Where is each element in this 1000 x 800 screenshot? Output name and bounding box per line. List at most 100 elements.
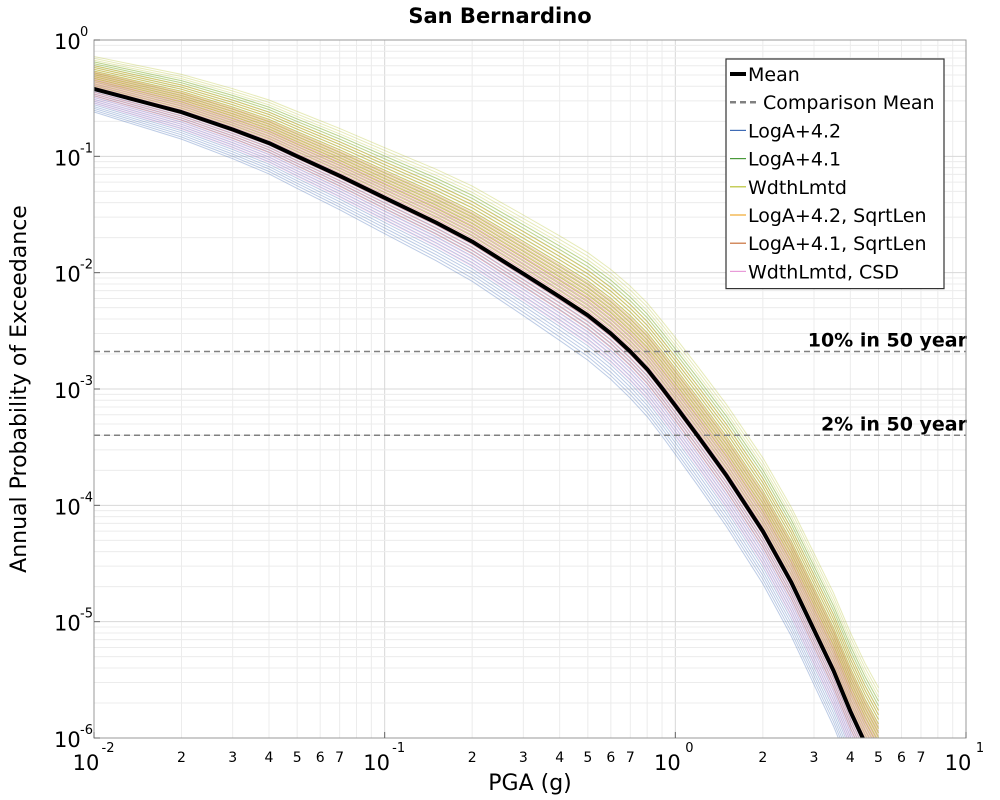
legend-label: LogA+4.1, SqrtLen [748, 233, 927, 255]
series-branch-line [94, 109, 841, 738]
series-branch-line [94, 70, 879, 725]
series-branch-line [94, 71, 879, 727]
x-minor-tick-label: 5 [583, 750, 592, 766]
chart-title: San Bernardino [408, 4, 591, 28]
legend-box [725, 58, 945, 290]
x-major-tick-exponent: 1 [976, 741, 984, 756]
series-band [94, 65, 879, 738]
x-minor-tick-label: 2 [758, 750, 767, 766]
legend-label: WdthLmtd [748, 177, 847, 199]
series-band [94, 61, 879, 738]
legend-entry: Mean [730, 64, 800, 86]
series-branch-line [94, 99, 852, 738]
series-branch-line [94, 70, 879, 725]
x-minor-tick-label: 6 [606, 750, 615, 766]
series-branch-line [94, 102, 848, 738]
series-branch-line [94, 95, 856, 738]
series-branch-line [94, 63, 879, 706]
series-bands [94, 56, 879, 738]
legend-entry: LogA+4.2 [730, 120, 841, 142]
series-branch-line [94, 91, 860, 738]
x-minor-tick-label: 6 [316, 750, 325, 766]
legend-label: Mean [748, 64, 800, 86]
series-branch-line [94, 73, 879, 732]
series-branch-line [94, 85, 867, 738]
mean-line [94, 86, 865, 738]
legend-entry: LogA+4.2, SqrtLen [730, 205, 927, 227]
series-branch-line [94, 59, 879, 698]
series-branch-line [94, 83, 870, 738]
series-branch-line [94, 82, 871, 738]
x-minor-tick-label: 2 [468, 750, 477, 766]
x-minor-tick-label: 6 [897, 750, 906, 766]
series-branch-line [94, 76, 879, 738]
x-major-tick-exponent: -1 [392, 741, 405, 756]
y-major-tick-label: 10 [54, 263, 81, 287]
hazard-label: 2% in 50 year [821, 413, 968, 435]
series-branch-line [94, 65, 879, 711]
series-branch-line [94, 81, 872, 738]
series-branch-line [94, 96, 854, 738]
legend-entry: WdthLmtd, CSD [730, 261, 899, 283]
x-minor-tick-label: 3 [228, 750, 237, 766]
series-branch-line [94, 93, 858, 738]
legend-label: Comparison Mean [763, 92, 935, 114]
series-branch-line [94, 95, 856, 738]
series-branch-line [94, 79, 875, 738]
series-branch-line [94, 65, 879, 711]
series-branch-line [94, 76, 879, 738]
x-major-tick-label: 10 [654, 751, 681, 775]
series-branch-line [94, 66, 879, 715]
series-branch-line [94, 77, 877, 738]
legend-entry: Comparison Mean [730, 92, 935, 114]
x-minor-tick-label: 5 [874, 750, 883, 766]
series-branch-line [94, 79, 875, 738]
series-branch-line [94, 102, 848, 738]
series-branch-line [94, 76, 879, 738]
series-branch-line [94, 97, 854, 738]
series-branch-line [94, 63, 879, 707]
y-major-tick-exponent: -2 [80, 258, 93, 273]
series-branch-line [94, 79, 876, 738]
x-minor-tick-label: 7 [335, 750, 344, 766]
series-branch-line [94, 98, 852, 738]
series-branch-line [94, 79, 875, 738]
x-minor-tick-label: 3 [519, 750, 528, 766]
series-branch-line [94, 85, 868, 738]
series-branch-line [94, 72, 879, 729]
legend-entry: WdthLmtd [730, 177, 847, 199]
series-branch-line [94, 91, 860, 738]
x-minor-tick-label: 7 [626, 750, 635, 766]
x-major-tick-label: 10 [73, 751, 100, 775]
series-branch-line [94, 57, 879, 693]
x-minor-tick-label: 7 [917, 750, 926, 766]
series-branch-line [94, 80, 873, 738]
x-minor-tick-label: 5 [293, 750, 302, 766]
series-branch-line [94, 106, 845, 738]
series-branch-line [94, 77, 877, 738]
series-branch-line [94, 82, 871, 738]
series-branch-line [94, 78, 877, 738]
y-major-tick-exponent: -4 [80, 490, 93, 505]
legend-entry: LogA+4.1 [730, 149, 841, 171]
series-branch-line [94, 104, 847, 738]
series-branch-line [94, 72, 879, 729]
hazard-label: 10% in 50 year [808, 330, 968, 352]
y-major-tick-exponent: -5 [80, 607, 93, 622]
x-minor-tick-label: 2 [177, 750, 186, 766]
series-branch-line [94, 95, 856, 738]
x-minor-tick-label: 4 [265, 750, 274, 766]
y-major-tick-label: 10 [54, 146, 81, 170]
x-minor-tick-label: 3 [810, 750, 819, 766]
series-branch-line [94, 74, 879, 734]
series-branch-line [94, 93, 858, 738]
series-branch-line [94, 67, 879, 716]
series-branch-line [94, 93, 858, 738]
x-major-tick-exponent: 0 [685, 741, 693, 756]
y-major-tick-exponent: -3 [80, 374, 93, 389]
legend-label: LogA+4.2, SqrtLen [748, 205, 927, 227]
series-branch-line [94, 75, 879, 737]
series-branch-line [94, 74, 879, 734]
series-branch-line [94, 101, 850, 738]
x-major-tick-exponent: -2 [102, 741, 115, 756]
